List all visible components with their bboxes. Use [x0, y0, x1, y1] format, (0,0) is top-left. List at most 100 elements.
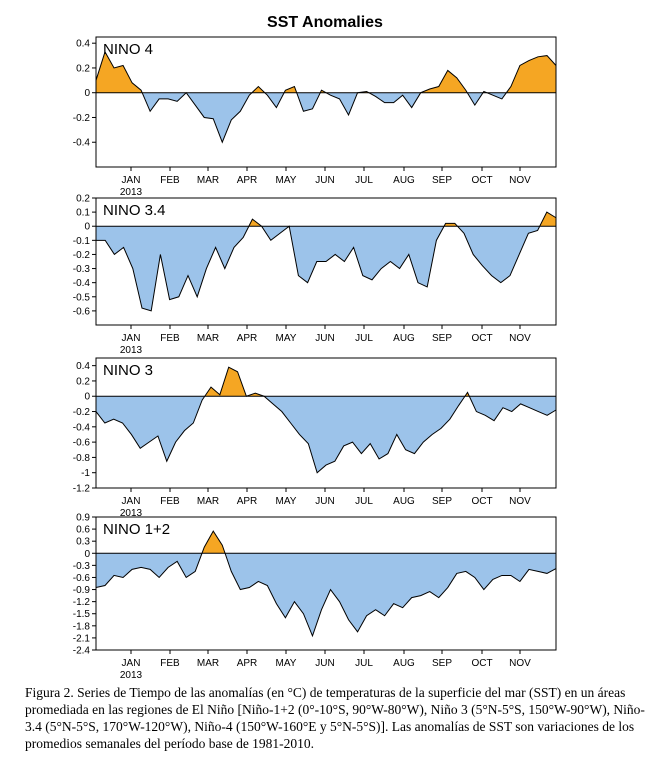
- plot-frame: [95, 36, 557, 168]
- x-tick-label: FEB: [160, 333, 180, 344]
- x-tick-label: APR: [237, 175, 258, 186]
- x-tick-label: JUN: [315, 496, 334, 507]
- y-tick-label: -0.9: [73, 585, 91, 596]
- x-tick-label: JUL: [355, 175, 373, 186]
- region-label: NINO 4: [103, 41, 153, 58]
- y-tick-label: -0.8: [73, 453, 91, 464]
- y-tick-label: 0: [84, 88, 90, 99]
- x-tick-label: AUG: [393, 496, 415, 507]
- y-tick-label: -0.2: [73, 250, 91, 261]
- positive-anomaly-area: [201, 531, 226, 554]
- x-tick-label: JAN: [122, 333, 141, 344]
- x-tick-label: JAN: [122, 658, 141, 669]
- x-tick-label: APR: [237, 496, 258, 507]
- y-tick-label: 0.1: [76, 208, 90, 219]
- y-tick-label: -0.3: [73, 561, 91, 572]
- y-tick-label: -0.6: [73, 306, 91, 317]
- x-tick-label: MAR: [197, 658, 219, 669]
- y-tick-label: 0.2: [76, 376, 90, 387]
- year-label: 2013: [120, 508, 143, 519]
- y-tick-label: -1.5: [73, 609, 91, 620]
- chart-panel-3: 0.4 0.2 0 -0.2 -0.4 -0.6 -0.8 -1 -1.2 JAN FEB MAR AP…: [73, 357, 557, 519]
- x-tick-label: JUL: [355, 658, 373, 669]
- anomaly-line: [95, 530, 557, 638]
- anomaly-line: [96, 211, 557, 312]
- y-tick-label: -0.6: [73, 438, 91, 449]
- y-tick-label: 0.4: [76, 361, 90, 372]
- y-tick-label: -2.1: [73, 633, 91, 644]
- y-tick-label: 0: [84, 549, 90, 560]
- y-tick-label: -0.2: [73, 113, 91, 124]
- year-label: 2013: [120, 345, 143, 356]
- y-tick-label: 0.3: [76, 537, 90, 548]
- y-tick-label: -0.5: [73, 292, 91, 303]
- y-tick-label: -1.2: [73, 597, 91, 608]
- y-tick-label: -0.4: [73, 422, 91, 433]
- x-tick-label: MAR: [197, 496, 219, 507]
- y-tick-label: 0.2: [76, 63, 90, 74]
- x-tick-label: AUG: [393, 658, 415, 669]
- x-tick-label: JUN: [315, 658, 334, 669]
- x-tick-label: NOV: [509, 496, 531, 507]
- x-tick-label: APR: [237, 658, 258, 669]
- x-tick-label: MAY: [276, 658, 297, 669]
- y-tick-label: 0.2: [76, 194, 90, 205]
- x-tick-label: MAR: [197, 333, 219, 344]
- y-tick-label: 0.6: [76, 525, 90, 536]
- y-tick-label: -1.2: [73, 484, 91, 495]
- x-tick-label: JAN: [122, 175, 141, 186]
- x-tick-label: NOV: [509, 333, 531, 344]
- y-tick-label: 0.9: [76, 513, 90, 524]
- x-tick-label: SEP: [432, 333, 452, 344]
- y-tick-label: -1.8: [73, 621, 91, 632]
- x-tick-label: OCT: [471, 175, 492, 186]
- y-tick-label: -0.2: [73, 407, 91, 418]
- plot-frame: [95, 516, 557, 651]
- region-label: NINO 1+2: [103, 521, 170, 538]
- chart-panel-2: 0.2 0.1 0 -0.1 -0.2 -0.3 -0.4 -0.5 -0.6 JAN FEB MAR…: [73, 194, 557, 356]
- chart-panel-4: 0.90.60.30-0.3-0.6-0.9-1.2-1.5-1.8-2.1 -2…: [73, 513, 557, 680]
- y-tick-label: -0.4: [73, 138, 91, 149]
- plot-frame: [95, 197, 557, 326]
- negative-anomaly-area: [96, 92, 556, 143]
- x-tick-label: JAN: [122, 496, 141, 507]
- x-tick-label: OCT: [471, 658, 492, 669]
- y-tick-label: -1: [81, 468, 90, 479]
- x-tick-label: APR: [237, 333, 258, 344]
- x-tick-label: AUG: [393, 175, 415, 186]
- x-tick-label: NOV: [509, 658, 531, 669]
- positive-anomaly-area: [96, 51, 556, 93]
- negative-anomaly-area: [96, 226, 540, 311]
- y-tick-label: -0.3: [73, 264, 91, 275]
- x-tick-label: NOV: [509, 175, 531, 186]
- x-tick-label: AUG: [393, 333, 415, 344]
- y-tick-label: -2.4: [73, 646, 91, 657]
- x-tick-label: JUN: [315, 333, 334, 344]
- year-label: 2013: [120, 187, 143, 198]
- x-tick-label: FEB: [160, 175, 180, 186]
- region-label: NINO 3.4: [103, 202, 166, 219]
- y-tick-label: 0: [84, 392, 90, 403]
- figure-caption: Figura 2. Series de Tiempo de las anomal…: [25, 685, 645, 751]
- negative-anomaly-area: [96, 396, 556, 473]
- x-tick-label: MAR: [197, 175, 219, 186]
- chart-panel-1: 0.4 0.2 0 -0.2 -0.4 JAN FEB MAR APR MAY JUN JUL AUG S…: [73, 36, 557, 198]
- region-label: NINO 3: [103, 362, 153, 379]
- plot-frame: [95, 357, 557, 489]
- y-tick-label: -0.6: [73, 573, 91, 584]
- x-tick-label: OCT: [471, 496, 492, 507]
- negative-anomaly-area: [96, 553, 556, 636]
- figure-title: SST Anomalies: [267, 14, 383, 31]
- y-tick-label: -0.4: [73, 278, 91, 289]
- x-tick-label: SEP: [432, 175, 452, 186]
- year-label: 2013: [120, 670, 143, 680]
- y-tick-label: 0.4: [76, 39, 90, 50]
- x-tick-label: FEB: [160, 496, 180, 507]
- y-tick-label: -0.1: [73, 236, 91, 247]
- x-tick-label: MAY: [276, 333, 297, 344]
- x-tick-label: MAY: [276, 496, 297, 507]
- x-tick-label: JUL: [355, 333, 373, 344]
- x-tick-label: JUL: [355, 496, 373, 507]
- x-tick-label: OCT: [471, 333, 492, 344]
- positive-anomaly-area: [96, 367, 556, 397]
